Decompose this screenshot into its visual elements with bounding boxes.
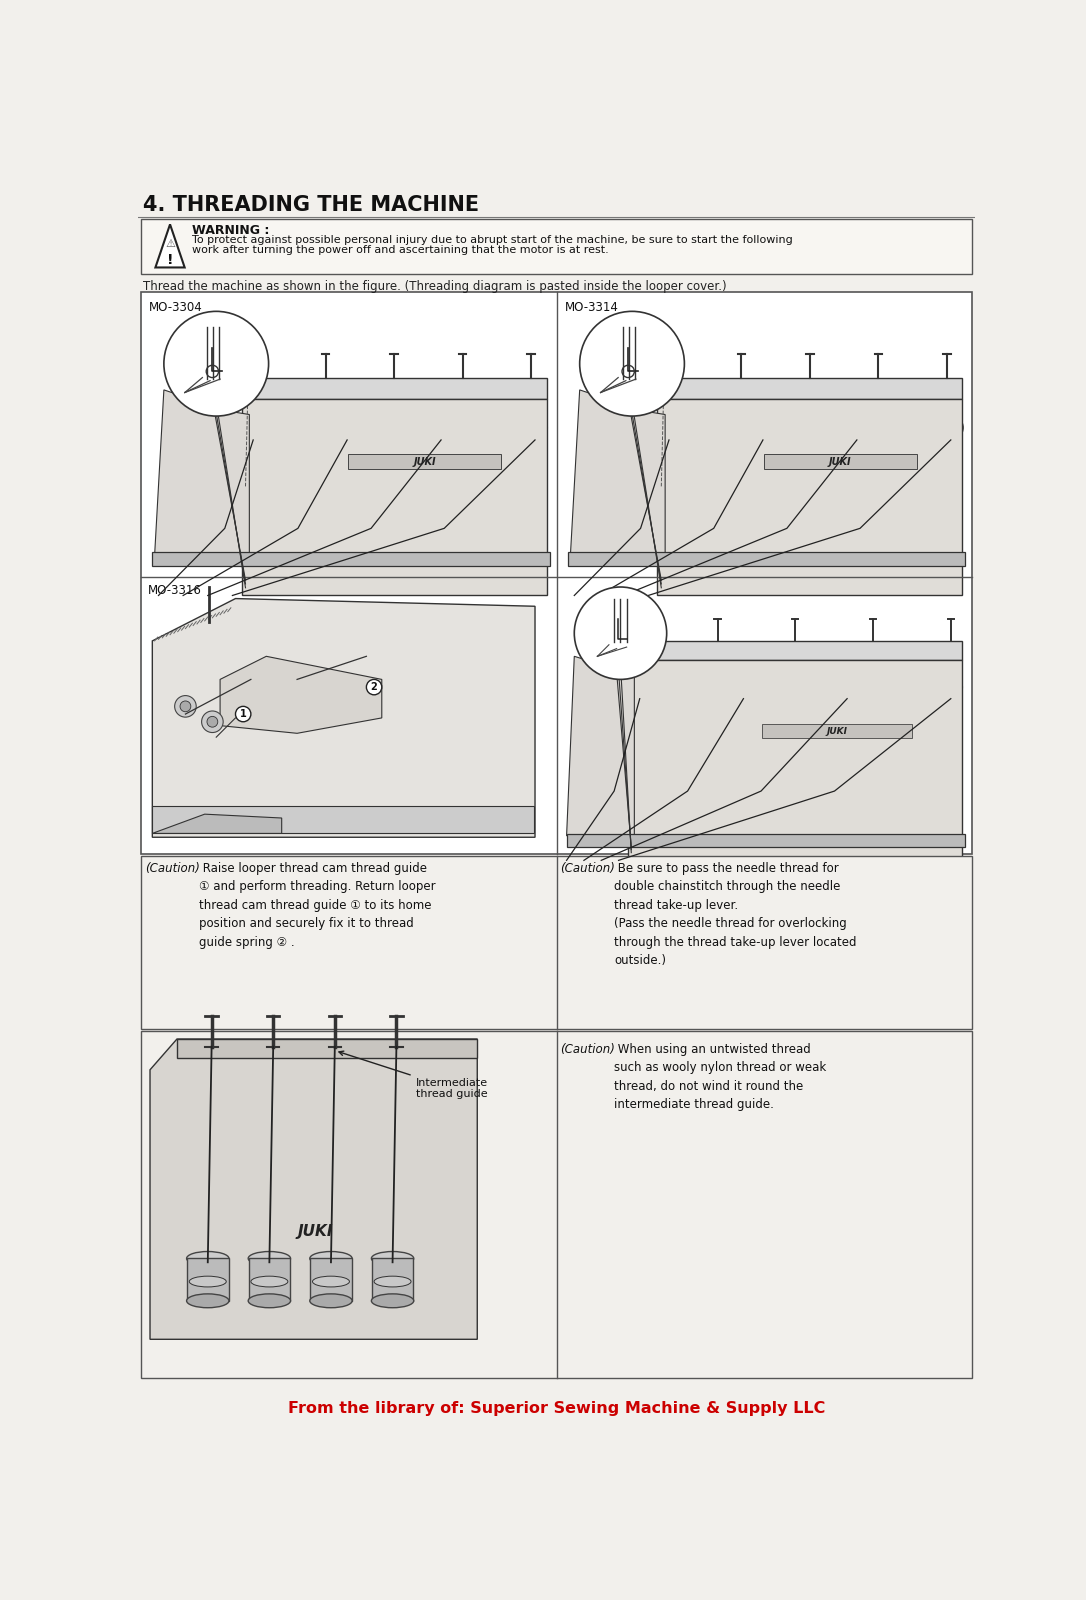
Ellipse shape xyxy=(251,1277,288,1286)
FancyBboxPatch shape xyxy=(628,642,962,661)
Circle shape xyxy=(236,706,251,722)
Text: Intermediate
thread guide: Intermediate thread guide xyxy=(339,1051,488,1099)
Circle shape xyxy=(945,421,957,434)
Circle shape xyxy=(241,416,265,440)
Polygon shape xyxy=(567,656,634,835)
Ellipse shape xyxy=(187,1251,229,1266)
FancyBboxPatch shape xyxy=(762,725,912,738)
FancyBboxPatch shape xyxy=(152,552,550,566)
Polygon shape xyxy=(155,224,185,267)
Ellipse shape xyxy=(187,1294,229,1307)
Text: JUKI: JUKI xyxy=(826,726,847,736)
Text: JUKI: JUKI xyxy=(414,456,435,467)
Text: When using an untwisted thread
such as wooly nylon thread or weak
thread, do not: When using an untwisted thread such as w… xyxy=(615,1043,826,1112)
Ellipse shape xyxy=(374,1277,411,1286)
Text: Thread the machine as shown in the figure. (Threading diagram is pasted inside t: Thread the machine as shown in the figur… xyxy=(143,280,727,293)
FancyBboxPatch shape xyxy=(242,378,546,398)
Text: MO-3316: MO-3316 xyxy=(148,584,202,597)
FancyBboxPatch shape xyxy=(349,454,501,469)
Ellipse shape xyxy=(249,1251,291,1266)
FancyBboxPatch shape xyxy=(249,1259,290,1301)
Polygon shape xyxy=(570,390,665,555)
Circle shape xyxy=(341,421,353,434)
Circle shape xyxy=(738,682,749,693)
Circle shape xyxy=(845,416,869,440)
FancyBboxPatch shape xyxy=(657,398,962,595)
Circle shape xyxy=(657,416,681,440)
Circle shape xyxy=(202,710,223,733)
Polygon shape xyxy=(154,390,250,555)
Text: MO-3304: MO-3304 xyxy=(149,301,203,314)
Circle shape xyxy=(938,416,963,440)
Ellipse shape xyxy=(310,1294,352,1307)
Circle shape xyxy=(662,421,675,434)
Circle shape xyxy=(628,675,652,699)
Text: 4. THREADING THE MACHINE: 4. THREADING THE MACHINE xyxy=(143,195,479,214)
FancyBboxPatch shape xyxy=(657,378,962,398)
FancyBboxPatch shape xyxy=(311,1259,352,1301)
Circle shape xyxy=(574,587,667,680)
Circle shape xyxy=(175,696,197,717)
Circle shape xyxy=(247,421,260,434)
Circle shape xyxy=(946,682,956,693)
Polygon shape xyxy=(152,814,281,834)
Circle shape xyxy=(850,421,863,434)
Text: 2: 2 xyxy=(370,682,378,693)
Circle shape xyxy=(429,416,453,440)
Text: Raise looper thread cam thread guide
① and perform threading. Return looper
thre: Raise looper thread cam thread guide ① a… xyxy=(199,862,435,949)
FancyBboxPatch shape xyxy=(242,398,546,595)
Ellipse shape xyxy=(371,1294,414,1307)
Circle shape xyxy=(164,312,268,416)
Ellipse shape xyxy=(310,1251,352,1266)
Text: ⚠: ⚠ xyxy=(165,240,175,250)
Circle shape xyxy=(835,675,859,699)
Circle shape xyxy=(634,682,645,693)
Circle shape xyxy=(750,416,775,440)
Text: JUKI: JUKI xyxy=(298,1224,333,1238)
FancyBboxPatch shape xyxy=(141,219,972,274)
Circle shape xyxy=(842,682,853,693)
FancyBboxPatch shape xyxy=(568,552,965,566)
Polygon shape xyxy=(150,1038,477,1339)
FancyBboxPatch shape xyxy=(567,834,965,846)
Text: To protect against possible personal injury due to abrupt start of the machine, : To protect against possible personal inj… xyxy=(192,235,793,245)
Circle shape xyxy=(180,701,191,712)
Text: JUKI: JUKI xyxy=(829,456,851,467)
Circle shape xyxy=(757,421,769,434)
Circle shape xyxy=(580,312,684,416)
Polygon shape xyxy=(152,598,535,837)
Circle shape xyxy=(334,416,359,440)
FancyBboxPatch shape xyxy=(152,806,534,834)
Text: 1: 1 xyxy=(240,709,247,718)
FancyBboxPatch shape xyxy=(371,1259,414,1301)
Circle shape xyxy=(732,675,755,699)
Text: (Caution): (Caution) xyxy=(560,862,616,875)
Text: Be sure to pass the needle thread for
double chainstitch through the needle
thre: Be sure to pass the needle thread for do… xyxy=(615,862,857,968)
Text: MO-3314: MO-3314 xyxy=(565,301,619,314)
Polygon shape xyxy=(220,656,382,733)
Text: WARNING :: WARNING : xyxy=(192,224,269,237)
Circle shape xyxy=(434,421,447,434)
Text: (Caution): (Caution) xyxy=(560,1043,616,1056)
Ellipse shape xyxy=(313,1277,350,1286)
FancyBboxPatch shape xyxy=(141,293,972,854)
Circle shape xyxy=(522,416,547,440)
Text: (Caution): (Caution) xyxy=(144,862,200,875)
Circle shape xyxy=(529,421,541,434)
Ellipse shape xyxy=(189,1277,226,1286)
FancyBboxPatch shape xyxy=(177,1038,477,1058)
Ellipse shape xyxy=(371,1251,414,1266)
Ellipse shape xyxy=(249,1294,291,1307)
FancyBboxPatch shape xyxy=(765,454,917,469)
FancyBboxPatch shape xyxy=(141,856,972,1029)
FancyBboxPatch shape xyxy=(187,1259,228,1301)
FancyBboxPatch shape xyxy=(628,661,962,861)
Text: From the library of: Superior Sewing Machine & Supply LLC: From the library of: Superior Sewing Mac… xyxy=(288,1402,825,1416)
FancyBboxPatch shape xyxy=(141,1032,972,1378)
Text: work after turning the power off and ascertaining that the motor is at rest.: work after turning the power off and asc… xyxy=(192,245,609,254)
Circle shape xyxy=(207,717,218,726)
Circle shape xyxy=(366,680,382,694)
Text: !: ! xyxy=(167,253,174,267)
Circle shape xyxy=(939,675,962,699)
